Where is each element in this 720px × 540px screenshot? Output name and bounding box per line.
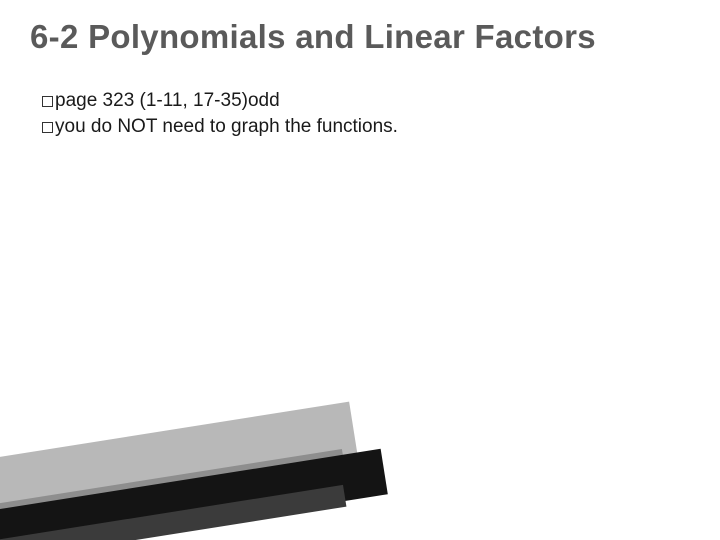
checkbox-icon xyxy=(42,96,53,107)
bullet-2-prefix: you xyxy=(55,116,86,137)
slide-title: 6-2 Polynomials and Linear Factors xyxy=(30,18,596,56)
slide-body: page 323 (1-11, 17-35)odd you do NOT nee… xyxy=(42,88,398,139)
bullet-1: page 323 (1-11, 17-35)odd xyxy=(42,88,398,114)
wedge-bar-light xyxy=(0,402,360,540)
decorative-wedge xyxy=(0,380,420,540)
wedge-bar-darkgrey xyxy=(0,485,346,540)
bullet-2-rest: do NOT need to graph the functions. xyxy=(86,116,398,137)
slide: 6-2 Polynomials and Linear Factors page … xyxy=(0,0,720,540)
wedge-bar-black xyxy=(0,449,388,540)
bullet-2: you do NOT need to graph the functions. xyxy=(42,114,398,140)
checkbox-icon xyxy=(42,122,53,133)
bullet-1-prefix: page xyxy=(55,90,97,111)
bullet-1-rest: 323 (1-11, 17-35)odd xyxy=(97,90,279,111)
wedge-bar-mid xyxy=(0,449,348,540)
